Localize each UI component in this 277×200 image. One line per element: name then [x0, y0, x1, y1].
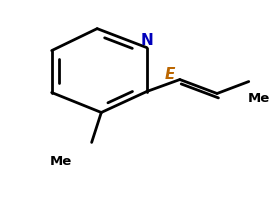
- Text: N: N: [140, 33, 153, 48]
- Text: E: E: [165, 67, 175, 82]
- Text: Me: Me: [50, 154, 73, 167]
- Text: Me: Me: [247, 92, 270, 104]
